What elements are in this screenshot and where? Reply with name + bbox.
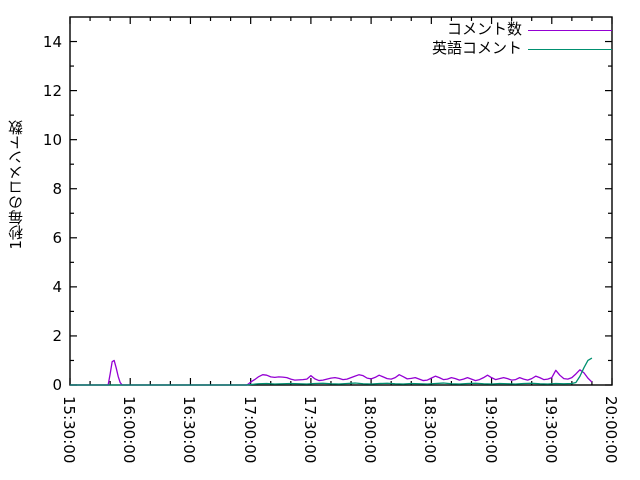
x-tick-label: 17:30:00	[300, 396, 319, 464]
y-tick-label: 12	[42, 81, 62, 100]
axis-ticks	[69, 17, 613, 386]
y-tick-label: 10	[42, 130, 62, 149]
y-tick-label: 4	[52, 277, 62, 296]
legend-label-1: 英語コメント	[431, 39, 522, 57]
series-line-0	[70, 359, 593, 386]
x-tick-label: 20:00:00	[602, 396, 620, 464]
x-tick-label: 17:00:00	[240, 396, 259, 464]
x-tick-label: 16:00:00	[120, 396, 139, 464]
legend-swatch-1	[528, 49, 612, 50]
x-tick-label: 15:30:00	[60, 396, 78, 464]
x-tick-label: 19:00:00	[481, 396, 500, 464]
data-series-group	[70, 357, 593, 386]
y-tick-label: 6	[52, 228, 62, 247]
x-tick-label: 19:30:00	[541, 396, 560, 464]
y-tick-label: 2	[52, 326, 62, 345]
y-tick-label: 0	[52, 376, 62, 394]
x-tick-label: 16:30:00	[180, 396, 199, 464]
series-line-1	[70, 357, 593, 386]
x-tick-label: 18:30:00	[421, 396, 440, 464]
plot-frame	[69, 16, 613, 386]
y-tick-label: 8	[52, 179, 62, 198]
legend-label-0: コメント数	[446, 20, 522, 38]
y-axis-label: 1秒毎のコメント数	[7, 120, 25, 250]
legend-swatch-0	[528, 30, 612, 31]
y-tick-label: 14	[42, 32, 62, 51]
x-tick-label: 18:00:00	[361, 396, 380, 464]
